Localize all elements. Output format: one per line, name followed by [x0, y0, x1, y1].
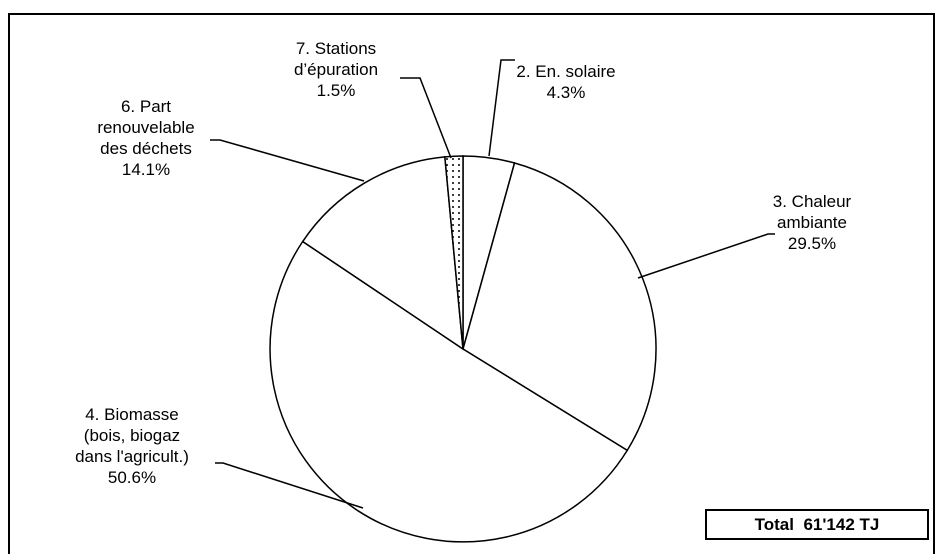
slice-label-line: des déchets: [100, 139, 192, 158]
slice-label-line: 7. Stations: [296, 39, 376, 58]
slice-label-line: ambiante: [777, 213, 847, 232]
slice-label-waste: 6. Part renouvelable des déchets 14.1%: [97, 97, 194, 179]
total-box: Total 61'142 TJ: [705, 509, 929, 540]
slice-label-solar: 2. En. solaire 4.3%: [516, 62, 615, 102]
slice-label-line: 1.5%: [317, 81, 356, 100]
slice-label-ambient: 3. Chaleur ambiante 29.5%: [773, 192, 852, 253]
slice-label-line: renouvelable: [97, 118, 194, 137]
slice-label-line: 14.1%: [122, 160, 170, 179]
slice-label-line: (bois, biogaz: [84, 426, 180, 445]
slice-label-stations: 7. Stations d’épuration 1.5%: [294, 39, 378, 100]
slice-label-line: 29.5%: [788, 234, 836, 253]
slice-label-line: dans l'agricult.): [75, 447, 189, 466]
leader-line-stations: [400, 77, 452, 159]
pie-slice-biomass: [269, 240, 629, 543]
leader-line-ambient: [637, 233, 775, 279]
slice-label-line: d’épuration: [294, 60, 378, 79]
slice-label-line: 2. En. solaire: [516, 62, 615, 81]
pie-slice-stations: [444, 155, 464, 350]
slice-label-line: 3. Chaleur: [773, 192, 852, 211]
slice-label-biomass: 4. Biomasse (bois, biogaz dans l'agricult.…: [75, 405, 189, 487]
total-label: Total: [754, 514, 794, 534]
slice-label-line: 4. Biomasse: [85, 405, 179, 424]
slice-label-line: 50.6%: [108, 468, 156, 487]
leader-line-waste: [210, 139, 365, 182]
leader-line-biomass: [215, 462, 364, 509]
pie-slice-waste: [301, 156, 464, 351]
total-value: 61'142 TJ: [803, 514, 880, 534]
leader-line-solar: [488, 59, 515, 157]
slice-label-line: 4.3%: [547, 83, 586, 102]
slice-label-line: 6. Part: [121, 97, 171, 116]
